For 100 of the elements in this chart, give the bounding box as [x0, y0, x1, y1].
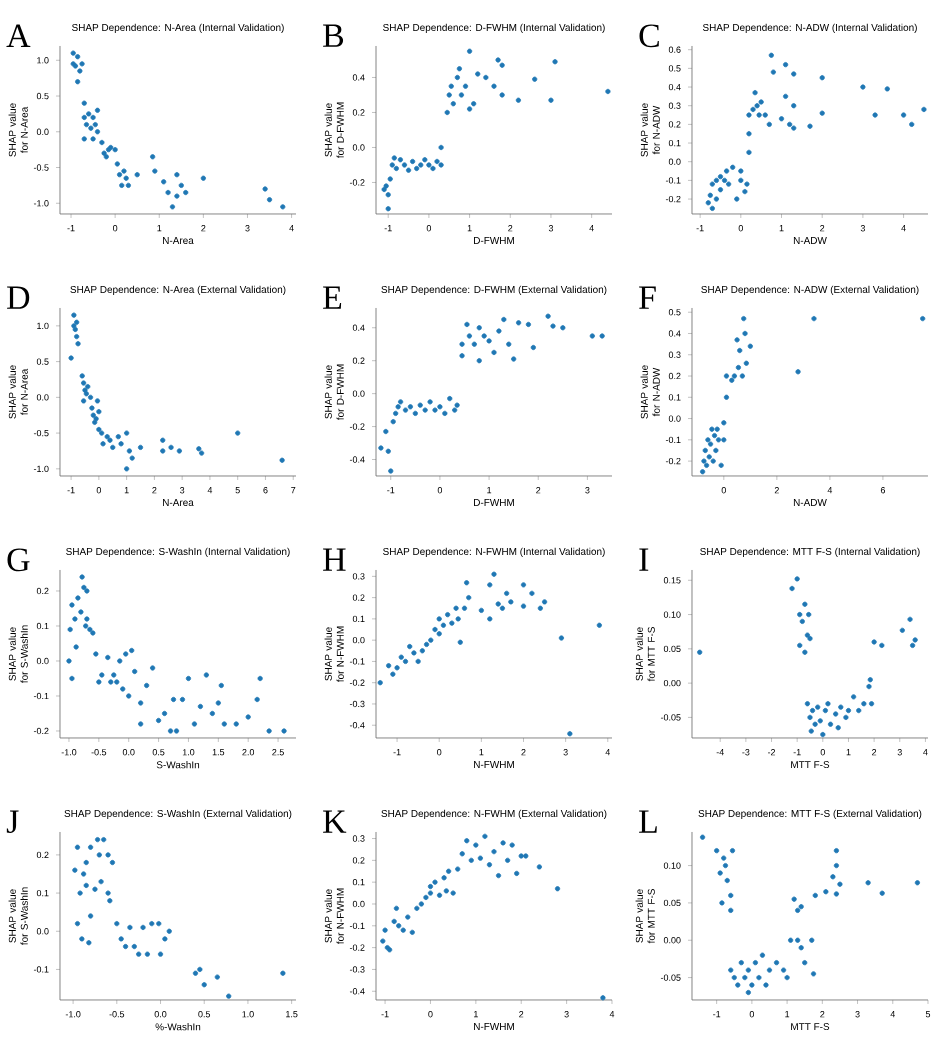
point — [71, 323, 77, 329]
point — [84, 616, 90, 622]
point — [745, 989, 751, 996]
point — [835, 725, 841, 731]
point — [550, 323, 556, 329]
point — [179, 696, 186, 703]
point — [717, 187, 724, 193]
point — [430, 165, 436, 172]
point — [79, 936, 85, 942]
point — [795, 369, 801, 375]
point — [196, 446, 202, 452]
point — [144, 682, 150, 689]
point — [495, 873, 502, 879]
point — [752, 960, 758, 966]
point — [407, 404, 414, 410]
point — [110, 444, 116, 450]
point — [394, 665, 400, 671]
point — [703, 462, 710, 468]
point — [127, 924, 133, 931]
point — [856, 707, 862, 714]
point — [728, 967, 734, 973]
point — [87, 913, 94, 919]
point — [126, 693, 132, 699]
point — [72, 616, 78, 622]
point — [418, 162, 424, 168]
point — [81, 398, 87, 404]
point — [138, 721, 144, 727]
point — [860, 84, 866, 90]
point — [705, 437, 711, 443]
point — [823, 889, 829, 895]
point — [879, 890, 885, 896]
point — [174, 193, 180, 199]
point — [718, 462, 724, 468]
point — [74, 844, 81, 850]
point — [787, 121, 793, 127]
point — [471, 101, 477, 107]
point — [717, 870, 723, 876]
point — [501, 316, 507, 323]
point — [477, 855, 483, 861]
point — [436, 631, 442, 637]
point — [476, 325, 482, 331]
point — [709, 426, 715, 432]
point — [699, 834, 706, 840]
point — [827, 721, 834, 727]
point — [715, 437, 722, 443]
point — [96, 426, 102, 433]
point — [756, 112, 762, 118]
point — [833, 848, 840, 854]
point — [75, 595, 81, 601]
point — [226, 993, 232, 999]
point — [178, 182, 184, 188]
point — [149, 921, 155, 927]
point — [74, 921, 81, 927]
point — [795, 907, 801, 913]
point — [496, 328, 502, 334]
point — [389, 162, 395, 168]
point — [742, 188, 748, 195]
point — [491, 349, 497, 356]
point — [458, 92, 465, 98]
point — [784, 974, 790, 981]
point — [150, 154, 156, 160]
point — [414, 165, 420, 172]
point — [140, 924, 146, 931]
point — [81, 114, 87, 121]
point — [266, 197, 273, 203]
point — [459, 353, 465, 359]
point — [738, 177, 744, 183]
point — [407, 643, 413, 650]
point — [737, 347, 743, 354]
point — [713, 196, 720, 202]
point — [723, 394, 730, 400]
point — [819, 75, 825, 81]
text: E — [323, 286, 342, 309]
point — [554, 886, 561, 892]
point — [104, 434, 110, 440]
point — [833, 862, 840, 869]
point — [123, 175, 129, 181]
point — [400, 927, 406, 933]
point — [92, 122, 98, 128]
point — [709, 181, 715, 187]
point — [724, 877, 730, 884]
point — [768, 52, 774, 58]
point — [473, 842, 479, 848]
point — [426, 162, 432, 168]
point — [600, 995, 606, 1001]
point — [69, 675, 75, 682]
point — [713, 447, 719, 454]
point — [723, 373, 730, 379]
point — [495, 57, 501, 63]
point — [798, 945, 804, 951]
point — [466, 106, 473, 112]
point — [427, 399, 433, 405]
point — [79, 61, 85, 67]
point — [789, 585, 795, 592]
point — [830, 874, 836, 880]
point — [702, 447, 708, 454]
point — [812, 721, 818, 727]
point — [837, 881, 843, 887]
point — [471, 341, 477, 347]
point — [74, 319, 80, 325]
